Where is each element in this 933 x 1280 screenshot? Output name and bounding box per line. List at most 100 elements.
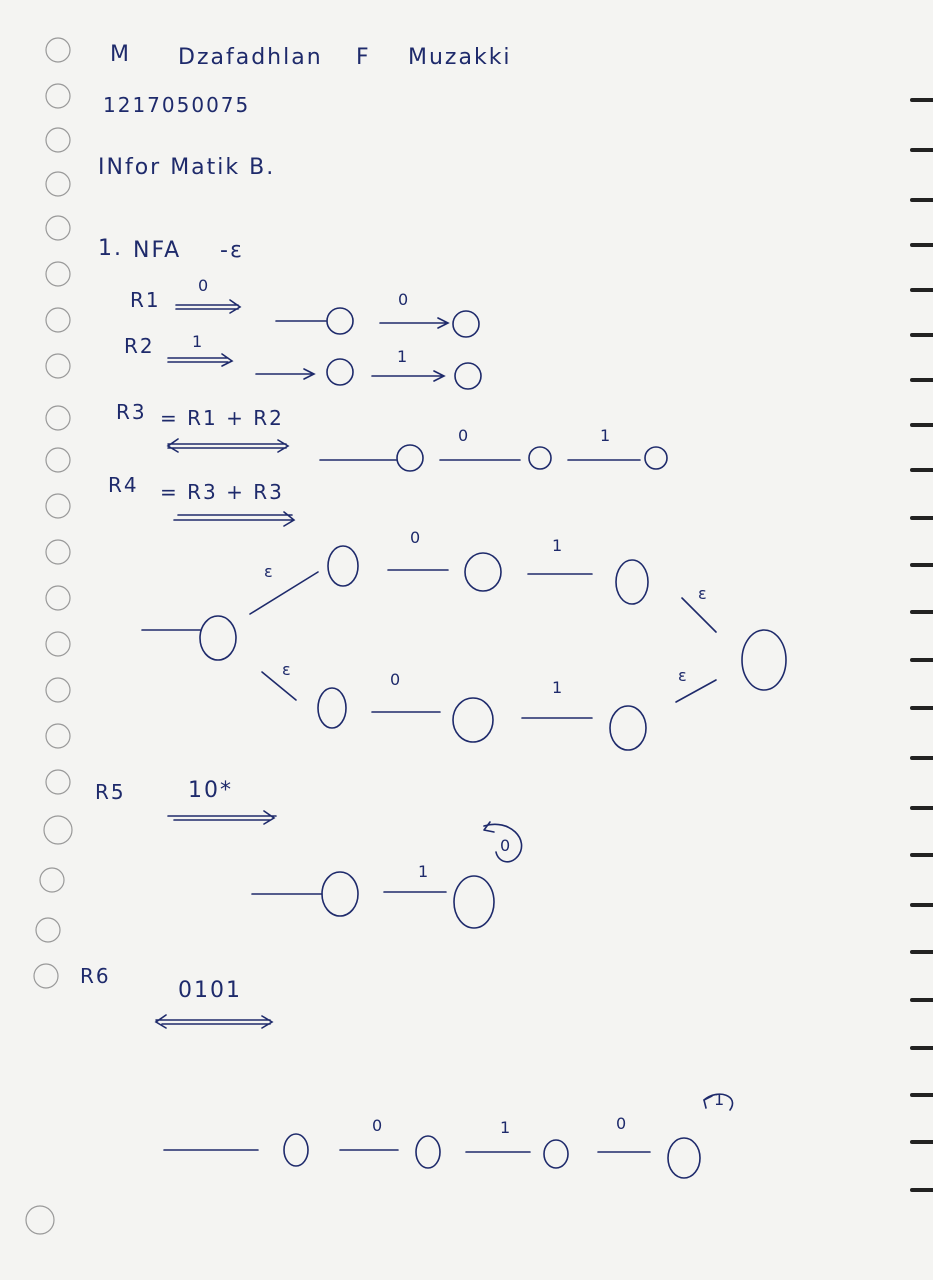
rule-expr-r5: 10* [188, 778, 233, 803]
spiral-binding-right [910, 98, 933, 1192]
state-r6-2 [543, 1139, 569, 1169]
question-title: NFA [133, 238, 182, 263]
edge-r4-top-eps [249, 571, 319, 615]
edge-r2 [371, 370, 446, 382]
binding-hole [45, 261, 71, 287]
edge-label-r4-top-eps2: ε [698, 584, 709, 603]
binding-hole [43, 815, 73, 845]
binding-hole [45, 171, 71, 197]
edge-r4-top-eps2 [681, 597, 717, 633]
name-last: Muzakki [408, 45, 512, 70]
edge-label-r4-top-eps: ε [264, 562, 275, 581]
binding-hole [45, 353, 71, 379]
edge-label-r4-bot-1: 1 [552, 678, 565, 697]
initial: M [110, 42, 131, 67]
edge-label-r4-bot-eps2: ε [678, 666, 689, 685]
binding-hole [45, 723, 71, 749]
edge-label-r1: 0 [398, 290, 411, 309]
edge-label-r3-a: 0 [458, 426, 471, 445]
state-r4-bot-1 [452, 697, 494, 743]
state-r4-top-1 [464, 552, 502, 592]
rule-expr-r1: 0 [198, 276, 211, 295]
binding-hole [45, 769, 71, 795]
binding-hole [45, 493, 71, 519]
arrow-r2 [167, 353, 234, 367]
edge-label-r2: 1 [397, 347, 410, 366]
question-number: 1. [98, 236, 123, 261]
state-r6-0 [283, 1133, 309, 1167]
loop-label-r5: 0 [500, 836, 513, 855]
binding-hole [33, 963, 59, 989]
state-r4-top-2 [615, 559, 649, 605]
arrow-r4 [173, 511, 296, 527]
edge-label-r6-b: 1 [500, 1118, 513, 1137]
state-r5-0 [321, 871, 359, 917]
rule-expr-r3: = R1 + R2 [160, 406, 284, 430]
arrow-r6 [154, 1014, 274, 1029]
state-r1-0 [326, 307, 354, 335]
state-r3-1 [528, 446, 552, 470]
name-middle: F [356, 45, 371, 70]
edge-r1 [379, 317, 450, 329]
class-name: INfor Matik B. [98, 155, 276, 180]
rule-name-r4: R4 [108, 473, 139, 497]
name-first: Dzafadhlan [178, 45, 323, 70]
state-r4-bot-0 [317, 687, 347, 729]
state-r4-top-0 [327, 545, 359, 587]
loop-arrow-r6 [703, 1095, 713, 1109]
edge-label-r5: 1 [418, 862, 431, 881]
edge-r4-bot-eps [261, 671, 297, 701]
binding-hole [35, 917, 61, 943]
question-title-suffix: -ε [220, 238, 244, 263]
spiral-binding-left [25, 37, 73, 1235]
edge-label-r4-top-1: 1 [552, 536, 565, 555]
edge-r4-bot-eps2 [675, 679, 717, 703]
arrow-r5 [167, 810, 277, 825]
rule-expr-r6: 0101 [178, 978, 242, 1003]
binding-hole [45, 447, 71, 473]
binding-hole [45, 127, 71, 153]
state-r6-3 [667, 1137, 701, 1179]
state-r2-1 [454, 362, 482, 390]
binding-hole [45, 585, 71, 611]
binding-hole [45, 215, 71, 241]
binding-hole [39, 867, 65, 893]
edge-label-r4-bot-eps: ε [282, 660, 293, 679]
state-r4-final [741, 629, 787, 691]
binding-hole [45, 631, 71, 657]
edge-label-r6-a: 0 [372, 1116, 385, 1135]
loop-r6 [703, 1093, 734, 1111]
loop-r5 [483, 823, 523, 863]
state-r4-start [199, 615, 237, 661]
binding-hole [45, 83, 71, 109]
edge-label-r6-c: 0 [616, 1114, 629, 1133]
state-r3-0 [396, 444, 424, 472]
edge-label-r3-b: 1 [600, 426, 613, 445]
binding-hole [45, 405, 71, 431]
rule-expr-r4: = R3 + R3 [160, 480, 284, 504]
start-edge-r2 [255, 368, 316, 380]
rule-expr-r2: 1 [192, 332, 205, 351]
loop-arrow-r5 [483, 821, 495, 833]
state-r6-1 [415, 1135, 441, 1169]
state-r2-0 [326, 358, 354, 386]
rule-name-r6: R6 [80, 964, 111, 988]
rule-name-r5: R5 [95, 780, 126, 804]
binding-hole [45, 307, 71, 333]
binding-hole [45, 539, 71, 565]
binding-hole [45, 37, 71, 63]
rule-name-r1: R1 [130, 288, 161, 312]
edge-label-r4-top-0: 0 [410, 528, 423, 547]
state-r5-1 [453, 875, 495, 929]
edge-label-r4-bot-0: 0 [390, 670, 403, 689]
state-r3-2 [644, 446, 668, 470]
arrow-r1 [175, 299, 242, 314]
student-id: 1217050075 [103, 93, 251, 117]
state-r4-bot-2 [609, 705, 647, 751]
loop-label-r6: 1 [714, 1090, 727, 1109]
arrow-r3 [166, 438, 290, 453]
rule-name-r3: R3 [116, 400, 147, 424]
rule-name-r2: R2 [124, 334, 155, 358]
